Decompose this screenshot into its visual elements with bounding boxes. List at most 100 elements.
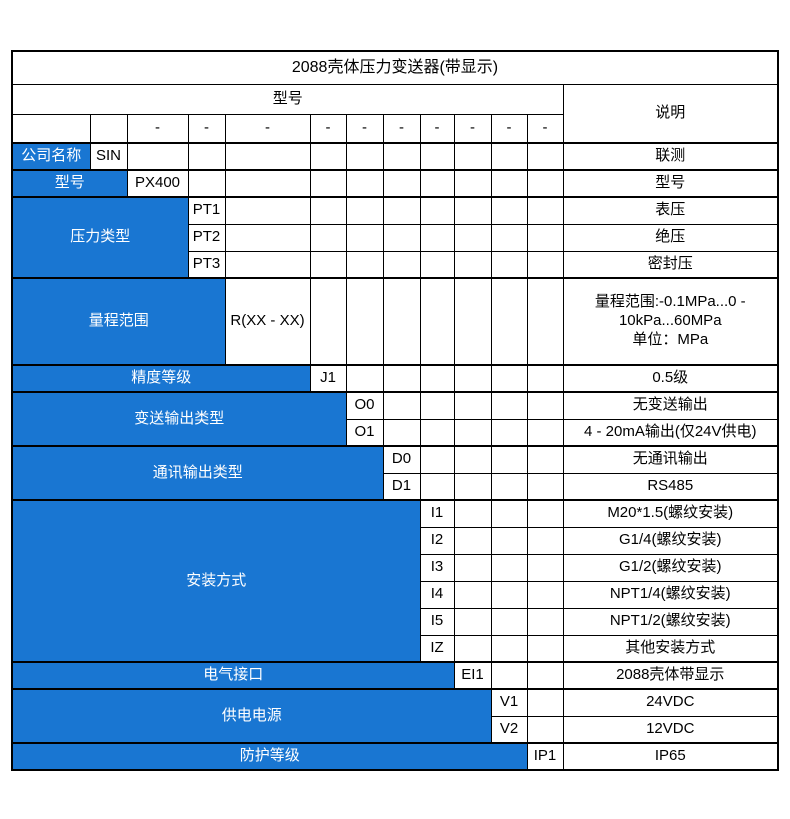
- empty-cell: [490, 553, 528, 582]
- section-label-range: 量程范围: [11, 277, 226, 366]
- empty-cell: [345, 196, 384, 225]
- empty-cell: [453, 499, 492, 528]
- description-header: 说明: [562, 83, 779, 144]
- empty-cell: [453, 553, 492, 582]
- empty-cell: [309, 196, 347, 225]
- empty-cell: [526, 142, 564, 171]
- option-code: PX400: [126, 169, 189, 198]
- empty-cell: [419, 418, 455, 447]
- section-label-company: 公司名称: [11, 142, 91, 171]
- model-selection-table: 2088壳体压力变送器(带显示) 型号 说明 - - - - - - - - -…: [11, 50, 779, 771]
- empty-cell: [126, 142, 189, 171]
- option-desc: 密封压: [562, 250, 779, 279]
- section-label-comm-type: 通讯输出类型: [11, 445, 384, 501]
- empty-cell: [224, 250, 311, 279]
- option-code: I4: [419, 580, 455, 609]
- empty-cell: [419, 196, 455, 225]
- dash-cell: -: [187, 113, 226, 144]
- section-label-electrical: 电气接口: [11, 661, 455, 690]
- option-desc: 量程范围:-0.1MPa...0 - 10kPa...60MPa 单位：MPa: [562, 277, 779, 366]
- option-code: I2: [419, 526, 455, 555]
- empty-cell: [490, 499, 528, 528]
- option-code: SIN: [89, 142, 128, 171]
- option-desc: 12VDC: [562, 715, 779, 744]
- empty-cell: [382, 196, 421, 225]
- empty-cell: [526, 445, 564, 474]
- option-desc: RS485: [562, 472, 779, 501]
- dash-cell: -: [490, 113, 528, 144]
- empty-cell: [187, 142, 226, 171]
- empty-cell: [453, 472, 492, 501]
- dash-cell: -: [345, 113, 384, 144]
- option-desc: 无通讯输出: [562, 445, 779, 474]
- empty-cell: [526, 526, 564, 555]
- table-title: 2088壳体压力变送器(带显示): [11, 50, 779, 85]
- empty-cell: [224, 196, 311, 225]
- option-desc: 表压: [562, 196, 779, 225]
- empty-cell: [526, 364, 564, 393]
- empty-cell: [345, 223, 384, 252]
- option-desc: M20*1.5(螺纹安装): [562, 499, 779, 528]
- empty-cell: [453, 364, 492, 393]
- empty-cell: [490, 223, 528, 252]
- option-code: I1: [419, 499, 455, 528]
- empty-cell: [453, 391, 492, 420]
- option-desc: G1/4(螺纹安装): [562, 526, 779, 555]
- option-code: PT2: [187, 223, 226, 252]
- empty-cell: [453, 223, 492, 252]
- section-label-output-type: 变送输出类型: [11, 391, 347, 447]
- empty-cell: [526, 661, 564, 690]
- option-code: V1: [490, 688, 528, 717]
- empty-cell: [382, 277, 421, 366]
- option-code: IZ: [419, 634, 455, 663]
- option-code: PT1: [187, 196, 226, 225]
- empty-cell: [490, 196, 528, 225]
- empty-cell: [309, 277, 347, 366]
- empty-cell: [526, 169, 564, 198]
- empty-cell: [419, 142, 455, 171]
- section-label-power: 供电电源: [11, 688, 492, 744]
- dash-cell: -: [309, 113, 347, 144]
- empty-cell: [526, 418, 564, 447]
- empty-cell: [382, 223, 421, 252]
- empty-cell: [490, 472, 528, 501]
- empty-cell: [419, 391, 455, 420]
- empty-cell: [453, 250, 492, 279]
- empty-cell: [490, 526, 528, 555]
- empty-cell: [453, 418, 492, 447]
- empty-cell: [345, 364, 384, 393]
- empty-cell: [526, 196, 564, 225]
- option-desc: 4 - 20mA输出(仅24V供电): [562, 418, 779, 447]
- empty-cell: [453, 196, 492, 225]
- section-label-model: 型号: [11, 169, 128, 198]
- empty-cell: [490, 580, 528, 609]
- option-code: R(XX - XX): [224, 277, 311, 366]
- option-desc: 绝压: [562, 223, 779, 252]
- option-desc: IP65: [562, 742, 779, 771]
- empty-cell: [382, 364, 421, 393]
- empty-cell: [526, 472, 564, 501]
- option-desc: NPT1/4(螺纹安装): [562, 580, 779, 609]
- empty-cell: [490, 391, 528, 420]
- option-code: J1: [309, 364, 347, 393]
- empty-cell: [309, 142, 347, 171]
- empty-cell: [526, 553, 564, 582]
- empty-cell: [345, 169, 384, 198]
- empty-cell: [490, 661, 528, 690]
- option-desc: NPT1/2(螺纹安装): [562, 607, 779, 636]
- option-desc: 24VDC: [562, 688, 779, 717]
- dash-cell: -: [382, 113, 421, 144]
- model-header: 型号: [11, 83, 564, 115]
- dash-cell: -: [526, 113, 564, 144]
- empty-cell: [309, 169, 347, 198]
- empty-cell: [419, 277, 455, 366]
- empty-cell: [490, 142, 528, 171]
- empty-cell: [345, 250, 384, 279]
- empty-cell: [453, 445, 492, 474]
- option-desc: 联测: [562, 142, 779, 171]
- empty-cell: [453, 580, 492, 609]
- empty-cell: [419, 445, 455, 474]
- section-label-mounting: 安装方式: [11, 499, 421, 663]
- empty-cell: [187, 169, 226, 198]
- section-label-protection: 防护等级: [11, 742, 528, 771]
